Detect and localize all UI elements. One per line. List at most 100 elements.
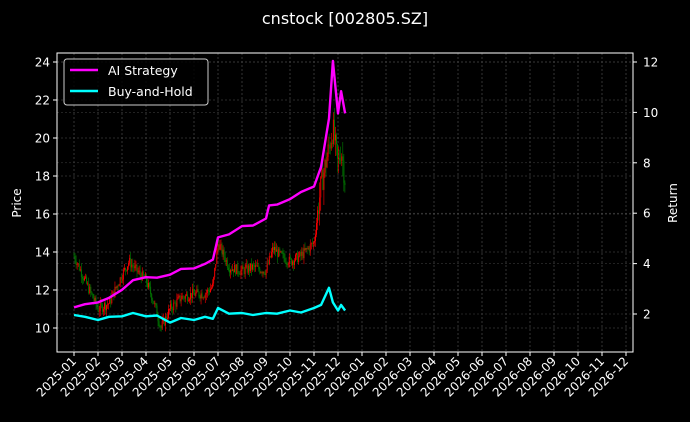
candle-body [131,264,133,268]
legend: AI Strategy Buy-and-Hold [63,58,209,106]
candle-body [302,252,304,259]
candle-body [290,258,292,265]
candle-body [289,256,291,259]
candle-body [189,299,190,301]
candle-body [325,160,327,168]
candle-body [102,309,104,312]
candle-body [341,156,343,161]
candle-body [291,261,293,265]
candle-body [305,247,307,250]
return-lines [73,59,347,324]
candle-body [127,266,128,271]
candle-body [294,260,295,265]
candle-body [280,251,282,253]
candle-body [304,248,306,250]
candle-body [183,297,185,299]
candle-body [79,269,81,271]
candle-body [264,273,266,275]
candle-body [81,276,83,279]
candle-body [268,256,270,264]
candle-body [173,302,175,311]
candle-body [315,234,316,242]
candle-body [170,303,172,310]
candle-body [279,248,281,252]
candle-body [328,144,330,146]
candle-body [278,248,280,257]
candle-body [227,267,229,270]
candle-body [259,269,261,273]
candle-body [244,267,246,275]
candle-body [118,284,120,287]
candle-body [319,197,321,214]
candle-body [324,160,326,173]
candle-body [96,304,98,308]
candle-body [116,285,118,289]
plot-frame [56,52,634,353]
candle-body [157,316,159,322]
candle-body [298,256,300,263]
candle-body [281,251,283,254]
candle-body [332,119,334,144]
candle-body [214,268,216,278]
candle-body [186,294,188,301]
candle-body [210,288,211,293]
candle-body [273,247,274,251]
candle-body [245,264,247,268]
candle-body [230,270,231,273]
candle-body [331,142,333,144]
candle-body [252,264,253,270]
candle-body [192,289,194,298]
candle-body [185,294,187,296]
y-tick-label-right: 6 [643,207,651,221]
candle-body [338,158,340,159]
candle-body [323,172,325,190]
candle-body [132,264,134,267]
candle-body [295,254,296,261]
candle-body [83,278,84,281]
candle-body [106,305,107,311]
candle-body [299,252,301,257]
candle-body [175,302,177,307]
candle-body [77,263,79,265]
candle-body [207,289,209,291]
candle-body [181,296,183,300]
candle-body [282,253,284,255]
candle-body [257,265,259,267]
candle-body [147,282,148,288]
candle-body [213,277,215,284]
candle-body [343,160,345,183]
candle-body [247,265,249,273]
candle-body [320,176,322,198]
candle-body [176,299,178,307]
candle-body [169,309,170,310]
candle-body [330,142,332,149]
y-tick-label-left: 22 [35,94,50,108]
candle-body [231,270,232,272]
candle-body [234,264,236,273]
candle-body [128,263,130,267]
candle-body [134,265,136,269]
candle-body [306,247,308,249]
candle-body [182,296,184,298]
candle-body [80,269,82,277]
candle-body [150,286,152,294]
candle-body [94,297,96,302]
candle-body [321,169,323,177]
candle-body [167,317,168,319]
candle-body [112,291,114,296]
candle-body [165,316,167,319]
candle-body [265,270,267,275]
candle-body [104,303,105,310]
candle-body [148,283,149,288]
candle-body [172,309,174,311]
candle-body [220,244,222,246]
candle-body [114,286,116,297]
candle-body [149,283,151,287]
candle-body [223,249,225,258]
candle-body [254,265,256,268]
candle-body [312,242,314,245]
candle-body [340,160,342,162]
candle-body [286,262,288,265]
candle-body [277,249,279,257]
